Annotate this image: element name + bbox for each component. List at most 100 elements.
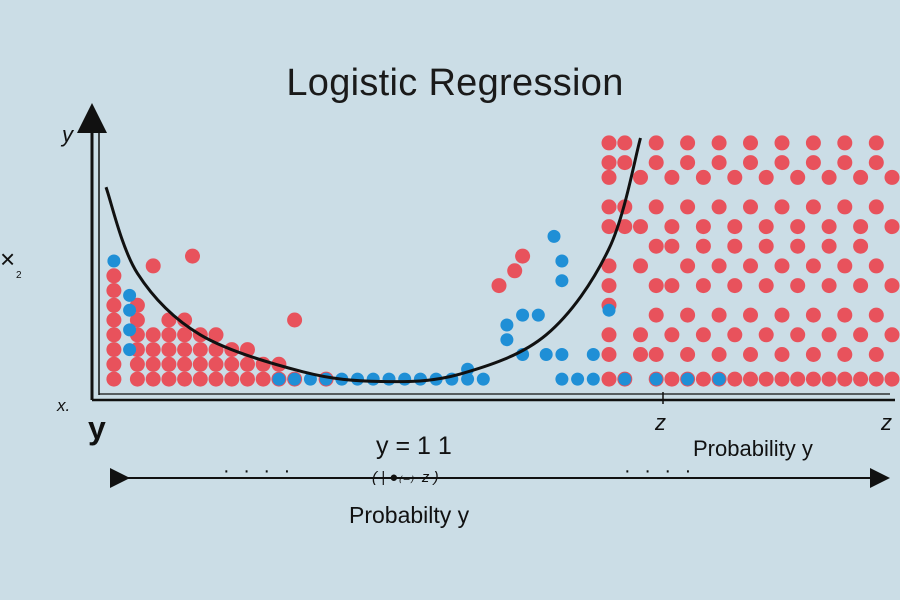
data-point-blue-2 <box>123 303 137 317</box>
data-point-red-168 <box>868 155 884 171</box>
data-point-red-152 <box>821 327 837 343</box>
data-point-red-20 <box>161 342 177 358</box>
data-point-red-163 <box>853 238 869 254</box>
data-point-blue-22 <box>531 308 545 322</box>
data-point-red-104 <box>711 199 727 215</box>
data-point-red-87 <box>664 327 680 343</box>
data-point-red-83 <box>664 169 680 185</box>
data-point-red-149 <box>821 219 837 235</box>
data-point-red-166 <box>853 371 869 387</box>
data-point-red-55 <box>601 135 617 151</box>
data-point-blue-20 <box>500 318 514 332</box>
data-point-red-93 <box>680 307 696 323</box>
data-point-red-3 <box>106 327 122 343</box>
data-point-red-57 <box>601 199 617 215</box>
data-point-red-100 <box>695 327 711 343</box>
data-point-red-60 <box>601 278 617 294</box>
data-point-red-153 <box>821 371 837 387</box>
data-point-red-24 <box>177 356 193 372</box>
data-point-blue-4 <box>123 343 137 357</box>
data-point-red-125 <box>758 278 774 294</box>
data-point-red-140 <box>790 371 806 387</box>
data-point-blue-13 <box>398 372 412 386</box>
data-point-red-107 <box>711 347 727 362</box>
data-point-red-113 <box>727 327 743 343</box>
data-point-red-139 <box>790 327 806 343</box>
data-point-red-114 <box>727 371 743 387</box>
data-point-blue-35 <box>618 372 632 386</box>
z-label-right: z <box>881 410 892 435</box>
data-point-blue-18 <box>476 372 490 386</box>
data-point-red-18 <box>161 371 177 387</box>
data-point-red-29 <box>192 356 208 372</box>
data-point-red-96 <box>695 169 711 185</box>
data-point-blue-12 <box>382 372 396 386</box>
data-point-red-56 <box>601 169 617 185</box>
data-point-blue-37 <box>681 372 695 386</box>
data-point-red-28 <box>192 371 208 387</box>
data-point-red-75 <box>648 135 664 151</box>
x-axis-label-left: x. <box>57 396 71 415</box>
data-point-red-134 <box>774 371 790 387</box>
data-point-red-177 <box>884 327 900 343</box>
data-point-red-145 <box>805 307 821 323</box>
data-point-red-72 <box>633 258 648 274</box>
data-point-red-159 <box>837 347 853 362</box>
y-axis-label-top: y <box>62 122 73 147</box>
data-point-red-58 <box>601 219 617 235</box>
data-point-blue-29 <box>555 348 569 361</box>
data-point-red-21 <box>161 327 177 343</box>
data-point-red-98 <box>695 238 711 254</box>
data-point-red-172 <box>868 347 884 362</box>
data-point-blue-38 <box>712 372 726 386</box>
data-point-red-17 <box>145 327 161 343</box>
data-point-red-105 <box>711 258 727 274</box>
data-point-red-36 <box>224 371 240 387</box>
data-point-red-120 <box>743 347 758 362</box>
data-point-red-124 <box>758 238 774 254</box>
data-point-red-97 <box>695 219 711 235</box>
data-point-red-123 <box>758 219 774 235</box>
data-point-red-118 <box>743 258 758 274</box>
data-point-red-84 <box>664 219 680 235</box>
data-point-red-53 <box>515 248 531 264</box>
z-label-mid: z <box>655 410 666 435</box>
data-point-red-129 <box>774 155 790 171</box>
data-point-red-112 <box>727 278 743 294</box>
data-point-red-116 <box>743 155 758 171</box>
edge-mark: × <box>0 244 16 274</box>
data-point-blue-30 <box>586 348 600 361</box>
dots-right: · · · · <box>624 460 696 482</box>
data-point-red-165 <box>853 327 869 343</box>
data-point-red-119 <box>743 307 758 323</box>
data-point-red-146 <box>805 347 821 362</box>
data-point-red-127 <box>758 371 774 387</box>
data-point-red-62 <box>601 327 617 343</box>
data-point-red-148 <box>821 169 837 185</box>
probability-label-right: Probability y <box>693 436 813 461</box>
data-point-red-121 <box>743 371 758 387</box>
data-point-red-92 <box>680 258 696 274</box>
logistic-curve <box>104 137 642 384</box>
data-point-red-158 <box>837 307 853 323</box>
data-point-red-12 <box>129 312 145 328</box>
data-point-red-5 <box>106 297 122 313</box>
data-point-blue-26 <box>571 372 585 386</box>
data-point-red-78 <box>648 238 664 254</box>
data-point-red-47 <box>145 258 161 274</box>
data-point-red-64 <box>601 371 617 387</box>
data-point-blue-21 <box>516 308 530 322</box>
data-point-red-101 <box>695 371 711 387</box>
data-point-blue-36 <box>649 372 663 386</box>
data-point-red-19 <box>161 356 177 372</box>
data-point-red-162 <box>853 219 869 235</box>
data-point-red-136 <box>790 219 806 235</box>
data-point-red-169 <box>868 199 884 215</box>
data-point-red-85 <box>664 238 680 254</box>
data-point-red-126 <box>758 327 774 343</box>
data-point-red-65 <box>617 135 633 151</box>
data-point-red-74 <box>633 347 648 362</box>
data-point-red-110 <box>727 219 743 235</box>
data-point-red-141 <box>805 135 821 151</box>
